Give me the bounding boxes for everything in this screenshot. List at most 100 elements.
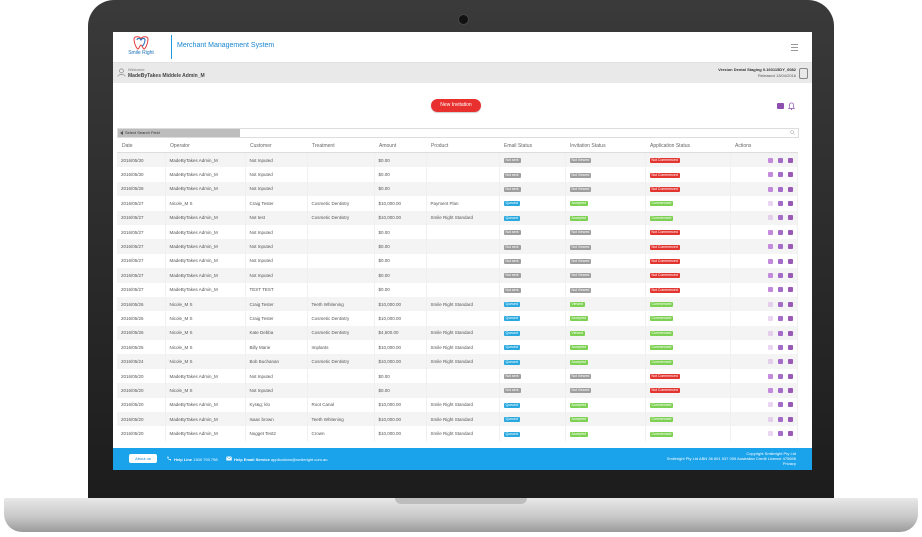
table-row[interactable]: 2016/05/27 MadeByTakes Admin_M Not Inputed… [117, 268, 798, 283]
col-header-operator[interactable]: Operator [165, 140, 245, 153]
mail-icon[interactable] [787, 201, 793, 207]
trash-icon[interactable] [767, 186, 773, 192]
mail-icon[interactable] [787, 244, 793, 250]
table-row[interactable]: 2016/05/26 Nicole_M S Kate Debba Cosmetic D… [117, 325, 798, 341]
col-header-customer[interactable]: Customer [245, 140, 307, 153]
trash-icon[interactable] [767, 201, 773, 207]
chart-icon[interactable] [777, 172, 783, 178]
table-row[interactable]: 2016/05/27 Nicole_M S Craig Tester Cosmetic… [117, 196, 798, 211]
chart-icon[interactable] [777, 330, 783, 336]
trash-icon[interactable] [767, 215, 773, 221]
table-row[interactable]: 2016/05/20 MadeByTakes Admin_M Nugget Test… [117, 426, 798, 441]
chart-icon[interactable] [777, 215, 783, 221]
chart-icon[interactable] [777, 186, 783, 192]
table-row[interactable]: 2016/05/26 Nicole_M S Craig Tester Teeth Wh… [117, 296, 798, 312]
mail-icon[interactable] [787, 359, 793, 365]
col-header-product[interactable]: Product [426, 140, 499, 153]
table-row[interactable]: 2016/05/28 MadeByTakes Admin_M Not Inputed… [117, 181, 798, 197]
chart-icon[interactable] [777, 244, 783, 250]
col-header-application-status[interactable]: Application Status [645, 140, 730, 153]
table-row[interactable]: 2016/05/27 MadeByTakes Admin_M Not Inputed… [117, 239, 798, 254]
chart-icon[interactable] [777, 287, 783, 293]
chart-icon[interactable] [777, 157, 783, 163]
table-row[interactable]: 2016/05/27 MadeByTakes Admin_M TEST TEST $0… [117, 282, 798, 297]
table-row[interactable]: 2016/05/20 Nicole_M S Not Inputed $0.00 Not … [117, 383, 798, 398]
col-header-date[interactable]: Date [117, 140, 165, 153]
chart-icon[interactable] [777, 402, 783, 408]
trash-icon[interactable] [767, 431, 773, 437]
trash-icon[interactable] [767, 258, 773, 264]
chart-icon[interactable] [777, 344, 783, 350]
table-row[interactable]: 2016/05/30 MadeByTakes Admin_M Not Inputed… [117, 152, 798, 168]
mail-icon[interactable] [787, 287, 793, 293]
grid-icon[interactable] [777, 103, 784, 109]
mail-icon[interactable] [787, 316, 793, 322]
col-header-email-status[interactable]: Email Status [499, 140, 565, 153]
mail-icon[interactable] [787, 157, 793, 163]
trash-icon[interactable] [767, 157, 773, 163]
chart-icon[interactable] [777, 229, 783, 235]
chart-icon[interactable] [777, 258, 783, 264]
trash-icon[interactable] [767, 359, 773, 365]
chart-icon[interactable] [777, 201, 783, 207]
table-row[interactable]: 2016/05/25 Nicole_M S Billy Marie Implants $… [117, 340, 798, 355]
table-row[interactable]: 2016/05/27 MadeByTakes Admin_M Not Inputed… [117, 224, 798, 240]
trash-icon[interactable] [767, 229, 773, 235]
privacy-link[interactable]: Privacy [782, 461, 796, 466]
trash-icon[interactable] [767, 287, 773, 293]
chart-icon[interactable] [777, 301, 783, 307]
menu-icon[interactable] [791, 44, 798, 51]
trash-icon[interactable] [767, 172, 773, 178]
mail-icon[interactable] [787, 431, 793, 437]
chart-icon[interactable] [777, 388, 783, 394]
new-invitation-button[interactable]: New Invitation [431, 99, 481, 112]
chart-icon[interactable] [777, 272, 783, 278]
table-row[interactable]: 2016/05/24 Nicole_M S Bob Buchanan Cosmetic… [117, 354, 798, 369]
mail-icon[interactable] [787, 215, 793, 221]
trash-icon[interactable] [767, 402, 773, 408]
table-row[interactable]: 2016/05/27 MadeByTakes Admin_M Not Inputed… [117, 253, 798, 269]
search-icon[interactable] [790, 130, 795, 135]
trash-icon[interactable] [767, 272, 773, 278]
database-icon[interactable] [799, 68, 808, 79]
help-email-link[interactable]: applications@smileright.com.au [270, 457, 328, 462]
mail-icon[interactable] [787, 373, 793, 379]
mail-icon[interactable] [787, 258, 793, 264]
mail-icon[interactable] [787, 229, 793, 235]
table-row[interactable]: 2016/05/26 Nicole_M S Craig Tester Cosmetic… [117, 311, 798, 326]
table-row[interactable]: 2016/05/20 MadeByTakes Admin_M Kyr&g; klo R… [117, 397, 798, 413]
bell-icon[interactable] [788, 102, 795, 110]
table-row[interactable]: 2016/05/30 MadeByTakes Admin_M Not Inputed… [117, 167, 798, 182]
col-header-amount[interactable]: Amount [374, 140, 426, 153]
mail-icon[interactable] [787, 301, 793, 307]
mail-icon[interactable] [787, 402, 793, 408]
mail-icon[interactable] [787, 388, 793, 394]
col-header-treatment[interactable]: Treatment [307, 140, 374, 153]
trash-icon[interactable] [767, 388, 773, 394]
chart-icon[interactable] [777, 416, 783, 422]
chart-icon[interactable] [777, 431, 783, 437]
table-row[interactable]: 2016/05/20 MadeByTakes Admin_M Isaac brown… [117, 412, 798, 427]
mail-icon[interactable] [787, 330, 793, 336]
mail-icon[interactable] [787, 186, 793, 192]
col-header-invitation-status[interactable]: Invitation Status [565, 140, 645, 153]
search-input[interactable] [242, 130, 782, 136]
trash-icon[interactable] [767, 316, 773, 322]
help-line-number[interactable]: 1300 793 798 [193, 457, 218, 462]
chart-icon[interactable] [777, 373, 783, 379]
brand-logo[interactable]: Smile Right [121, 36, 161, 60]
chart-icon[interactable] [777, 316, 783, 322]
mail-icon[interactable] [787, 416, 793, 422]
table-row[interactable]: 2016/05/27 MadeByTakes Admin_M Not test Cos… [117, 210, 798, 225]
table-row[interactable]: 2016/05/20 MadeByTakes Admin_M Not Inputed… [117, 368, 798, 384]
trash-icon[interactable] [767, 416, 773, 422]
trash-icon[interactable] [767, 373, 773, 379]
chart-icon[interactable] [777, 359, 783, 365]
trash-icon[interactable] [767, 330, 773, 336]
about-us-button[interactable]: About us [129, 454, 157, 463]
search-field-select[interactable]: Select Search Field [118, 129, 240, 137]
mail-icon[interactable] [787, 272, 793, 278]
mail-icon[interactable] [787, 172, 793, 178]
trash-icon[interactable] [767, 344, 773, 350]
mail-icon[interactable] [787, 344, 793, 350]
